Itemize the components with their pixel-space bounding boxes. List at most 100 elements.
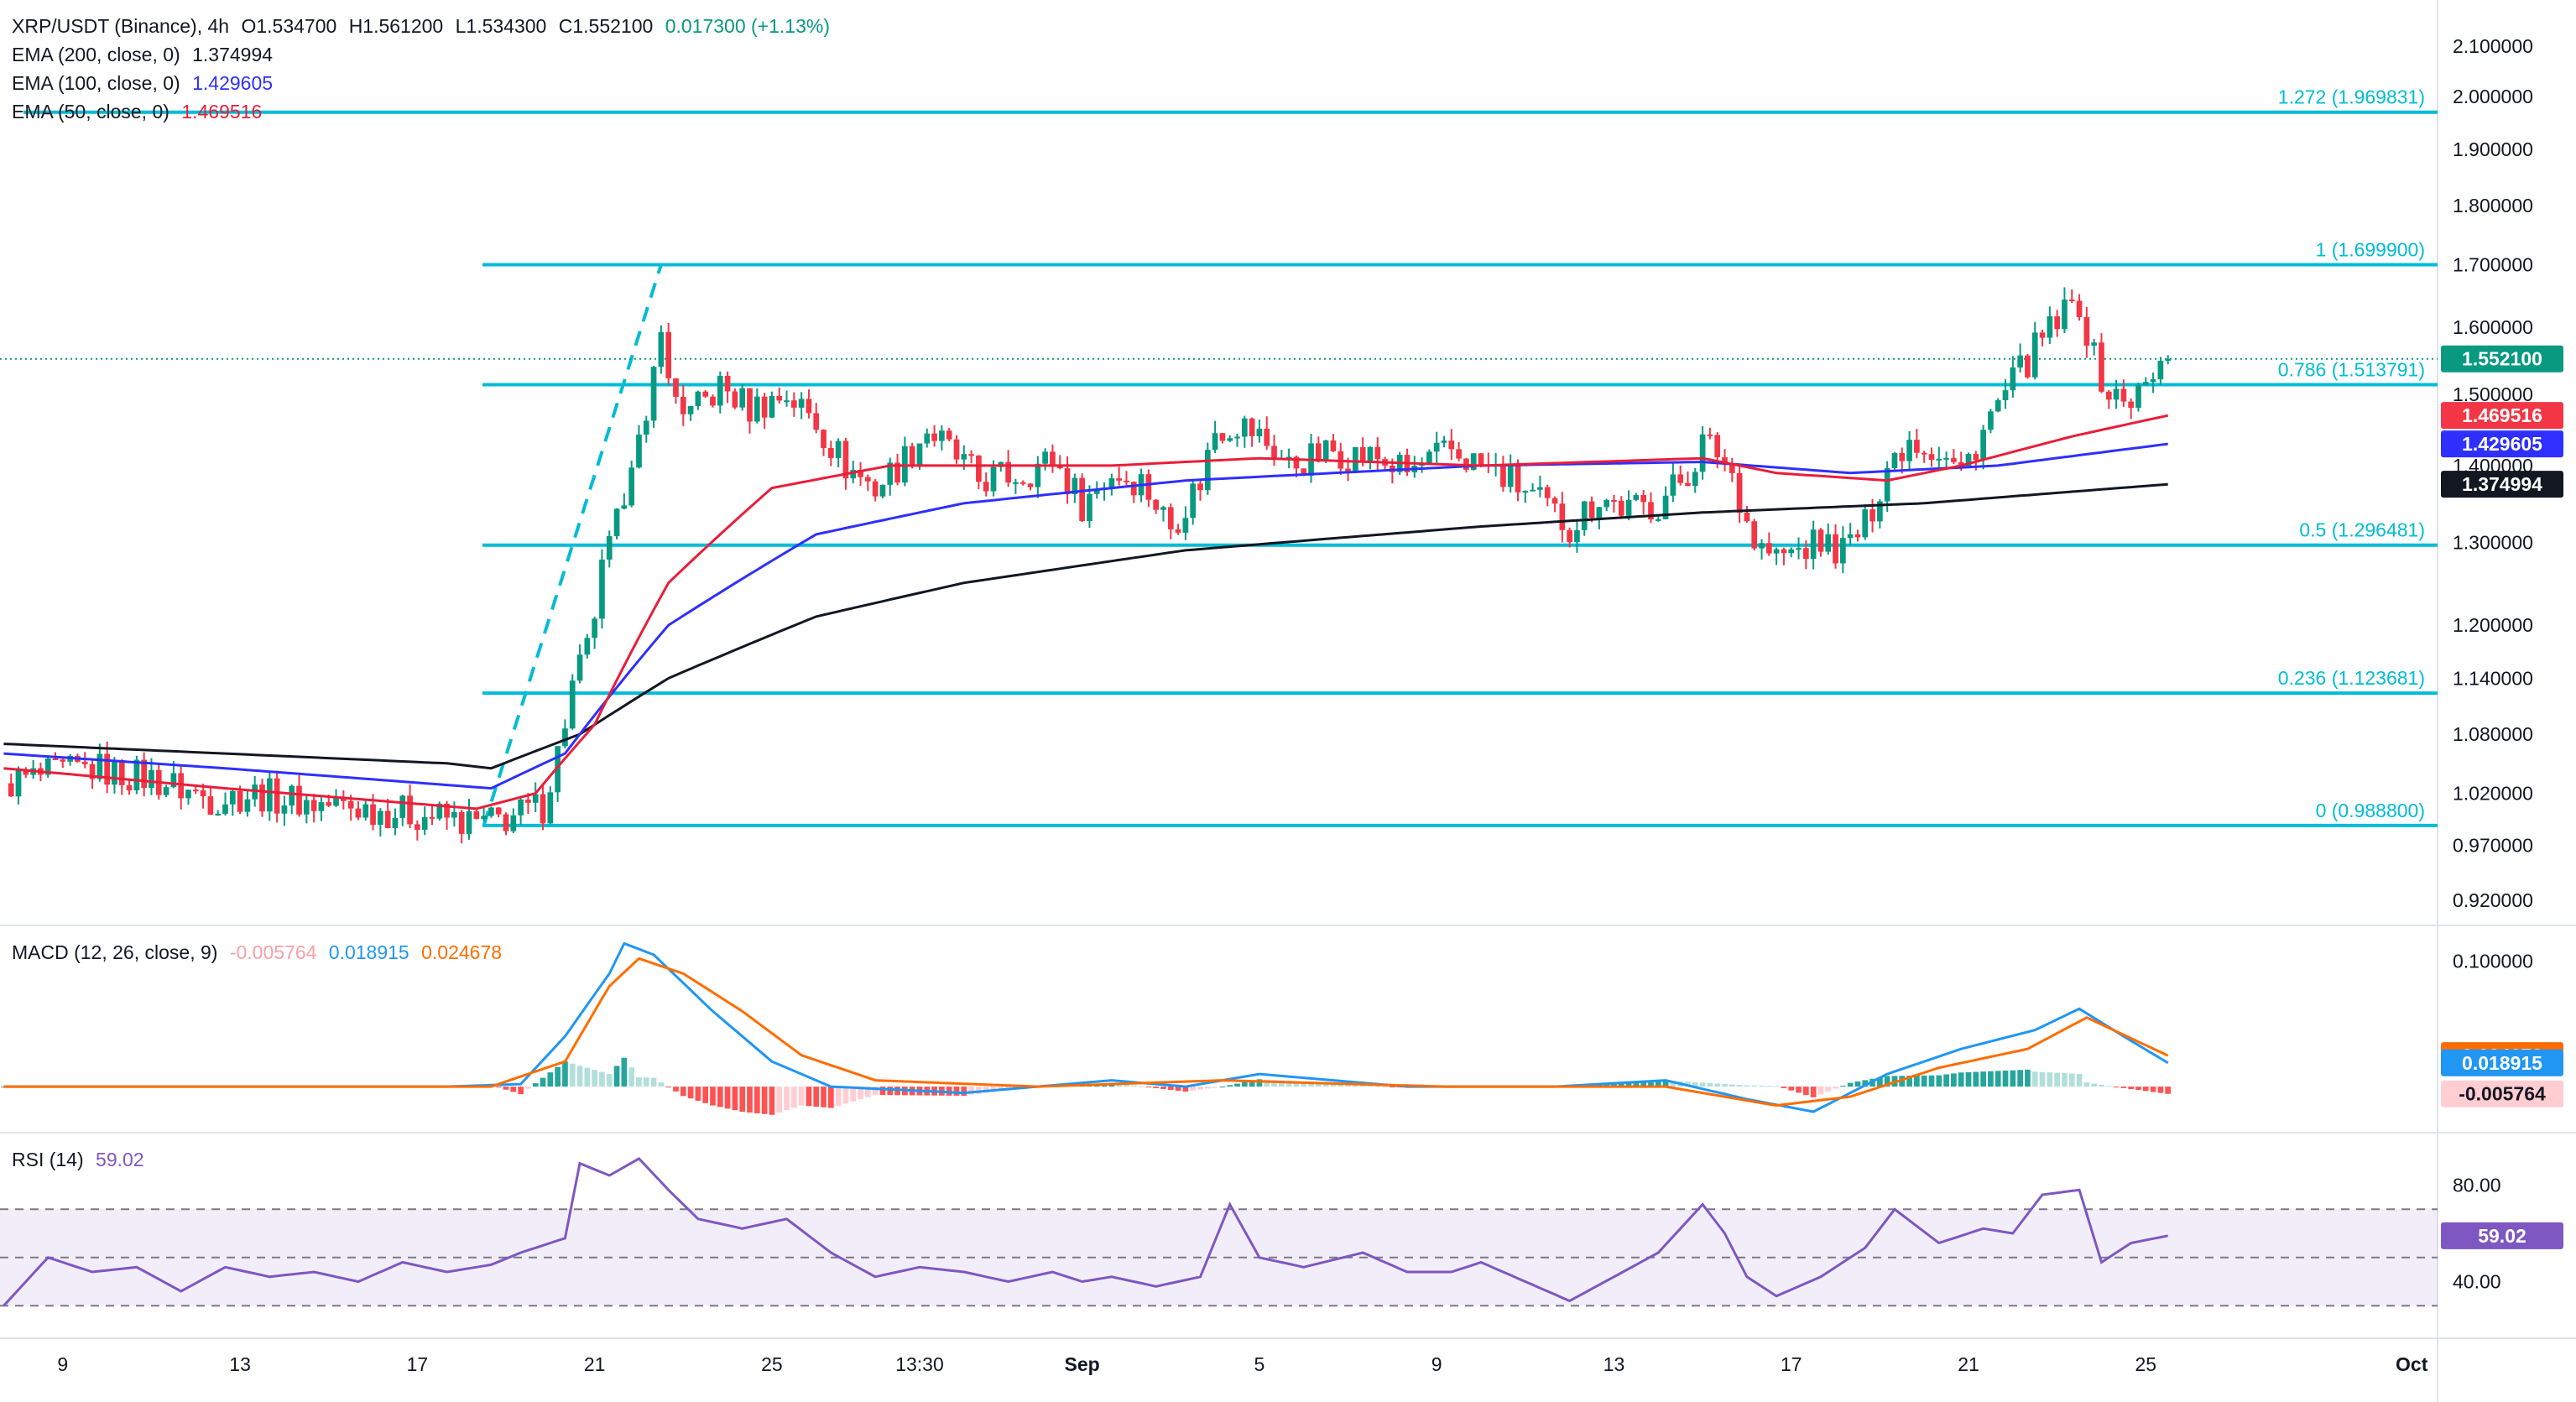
candle-body[interactable] [1825,534,1832,552]
candle-body[interactable] [1699,434,1706,472]
candle-body[interactable] [555,746,561,793]
candle-body[interactable] [407,795,413,825]
candle-body[interactable] [606,536,613,560]
candle-body[interactable] [1544,487,1551,498]
candle-body[interactable] [1042,451,1048,464]
candle-body[interactable] [2031,332,2038,378]
candle-body[interactable] [916,443,923,465]
candle-body[interactable] [717,375,723,406]
candle-body[interactable] [378,810,383,826]
candle-body[interactable] [318,802,325,811]
candle-body[interactable] [104,753,110,785]
candle-body[interactable] [215,813,222,816]
candle-body[interactable] [2128,401,2135,409]
candle-body[interactable] [1145,474,1152,500]
candle-body[interactable] [1951,457,1957,462]
candle-body[interactable] [2142,382,2149,385]
candle-body[interactable] [821,430,827,449]
candle-body[interactable] [1862,509,1869,538]
macd-signal-line[interactable] [3,956,2169,1108]
candle-body[interactable] [1064,468,1071,494]
candle-body[interactable] [1759,543,1765,549]
candle-body[interactable] [1035,463,1041,487]
candle-body[interactable] [1219,433,1226,441]
candle-body[interactable] [2068,300,2075,302]
candle-body[interactable] [1515,465,1521,493]
candle-body[interactable] [1441,440,1447,443]
candle-body[interactable] [1596,507,1603,519]
candle-body[interactable] [1714,435,1721,457]
candle-body[interactable] [724,375,731,392]
candle-body[interactable] [532,794,539,803]
candle-body[interactable] [1914,440,1920,453]
candle-body[interactable] [23,769,29,775]
candle-body[interactable] [1707,434,1713,436]
candle-body[interactable] [1478,453,1484,465]
candle-body[interactable] [547,792,554,824]
candle-body[interactable] [1618,500,1624,516]
candle-body[interactable] [89,764,96,779]
candle-body[interactable] [1507,465,1514,487]
candle-body[interactable] [2039,332,2046,338]
candle-body[interactable] [976,455,982,482]
candle-body[interactable] [769,395,775,418]
candle-body[interactable] [44,758,51,775]
candle-body[interactable] [1470,453,1477,470]
candle-body[interactable] [1611,500,1617,503]
candle-body[interactable] [1677,474,1684,483]
candle-body[interactable] [1936,458,1942,461]
candle-body[interactable] [1256,428,1263,436]
candle-body[interactable] [835,440,842,458]
macd-legend[interactable]: MACD (12, 26, close, 9) -0.005764 0.0189… [12,938,508,967]
candle-body[interactable] [1500,465,1506,487]
candle-body[interactable] [1264,428,1270,446]
candle-body[interactable] [1212,433,1218,451]
trend-line[interactable] [482,263,663,826]
candle-body[interactable] [1330,440,1337,451]
candle-body[interactable] [1359,446,1366,462]
candle-body[interactable] [613,508,620,537]
candle-body[interactable] [1603,500,1610,508]
candle-body[interactable] [1788,549,1795,554]
candle-body[interactable] [1072,477,1078,494]
candle-body[interactable] [244,799,251,812]
candle-body[interactable] [296,785,302,815]
candle-body[interactable] [2002,390,2009,401]
candle-body[interactable] [2120,388,2127,402]
candle-body[interactable] [2076,300,2083,317]
candle-body[interactable] [2165,358,2172,362]
candle-body[interactable] [931,433,937,441]
candle-body[interactable] [1130,482,1137,496]
candle-body[interactable] [141,759,148,789]
candle-body[interactable] [695,391,701,406]
candle-body[interactable] [1655,519,1661,521]
candle-body[interactable] [1167,507,1174,529]
candle-body[interactable] [1891,453,1898,468]
candle-body[interactable] [185,790,191,799]
candle-body[interactable] [2105,391,2112,400]
candle-body[interactable] [1448,440,1455,450]
candle-body[interactable] [2025,355,2031,378]
candle-body[interactable] [636,434,642,468]
candle-body[interactable] [1293,456,1300,469]
ema50-legend[interactable]: EMA (50, close, 0) 1.469516 [12,97,837,126]
candle-body[interactable] [2150,379,2156,383]
candle-body[interactable] [732,391,738,408]
candle-body[interactable] [310,800,317,811]
candle-body[interactable] [2054,316,2060,330]
candle-body[interactable] [1551,498,1558,504]
candle-body[interactable] [1877,501,1883,522]
candle-body[interactable] [968,454,974,456]
candle-body[interactable] [2099,342,2104,392]
candle-body[interactable] [827,448,834,458]
candle-body[interactable] [503,814,509,831]
candle-body[interactable] [584,638,591,655]
candle-body[interactable] [281,805,288,814]
candle-body[interactable] [909,446,915,465]
candle-body[interactable] [540,794,546,824]
candle-body[interactable] [192,790,199,792]
candle-body[interactable] [222,804,228,814]
candle-body[interactable] [303,800,310,815]
symbol-title[interactable]: XRP/USDT (Binance), 4h [12,15,230,37]
candle-body[interactable] [1567,529,1572,543]
